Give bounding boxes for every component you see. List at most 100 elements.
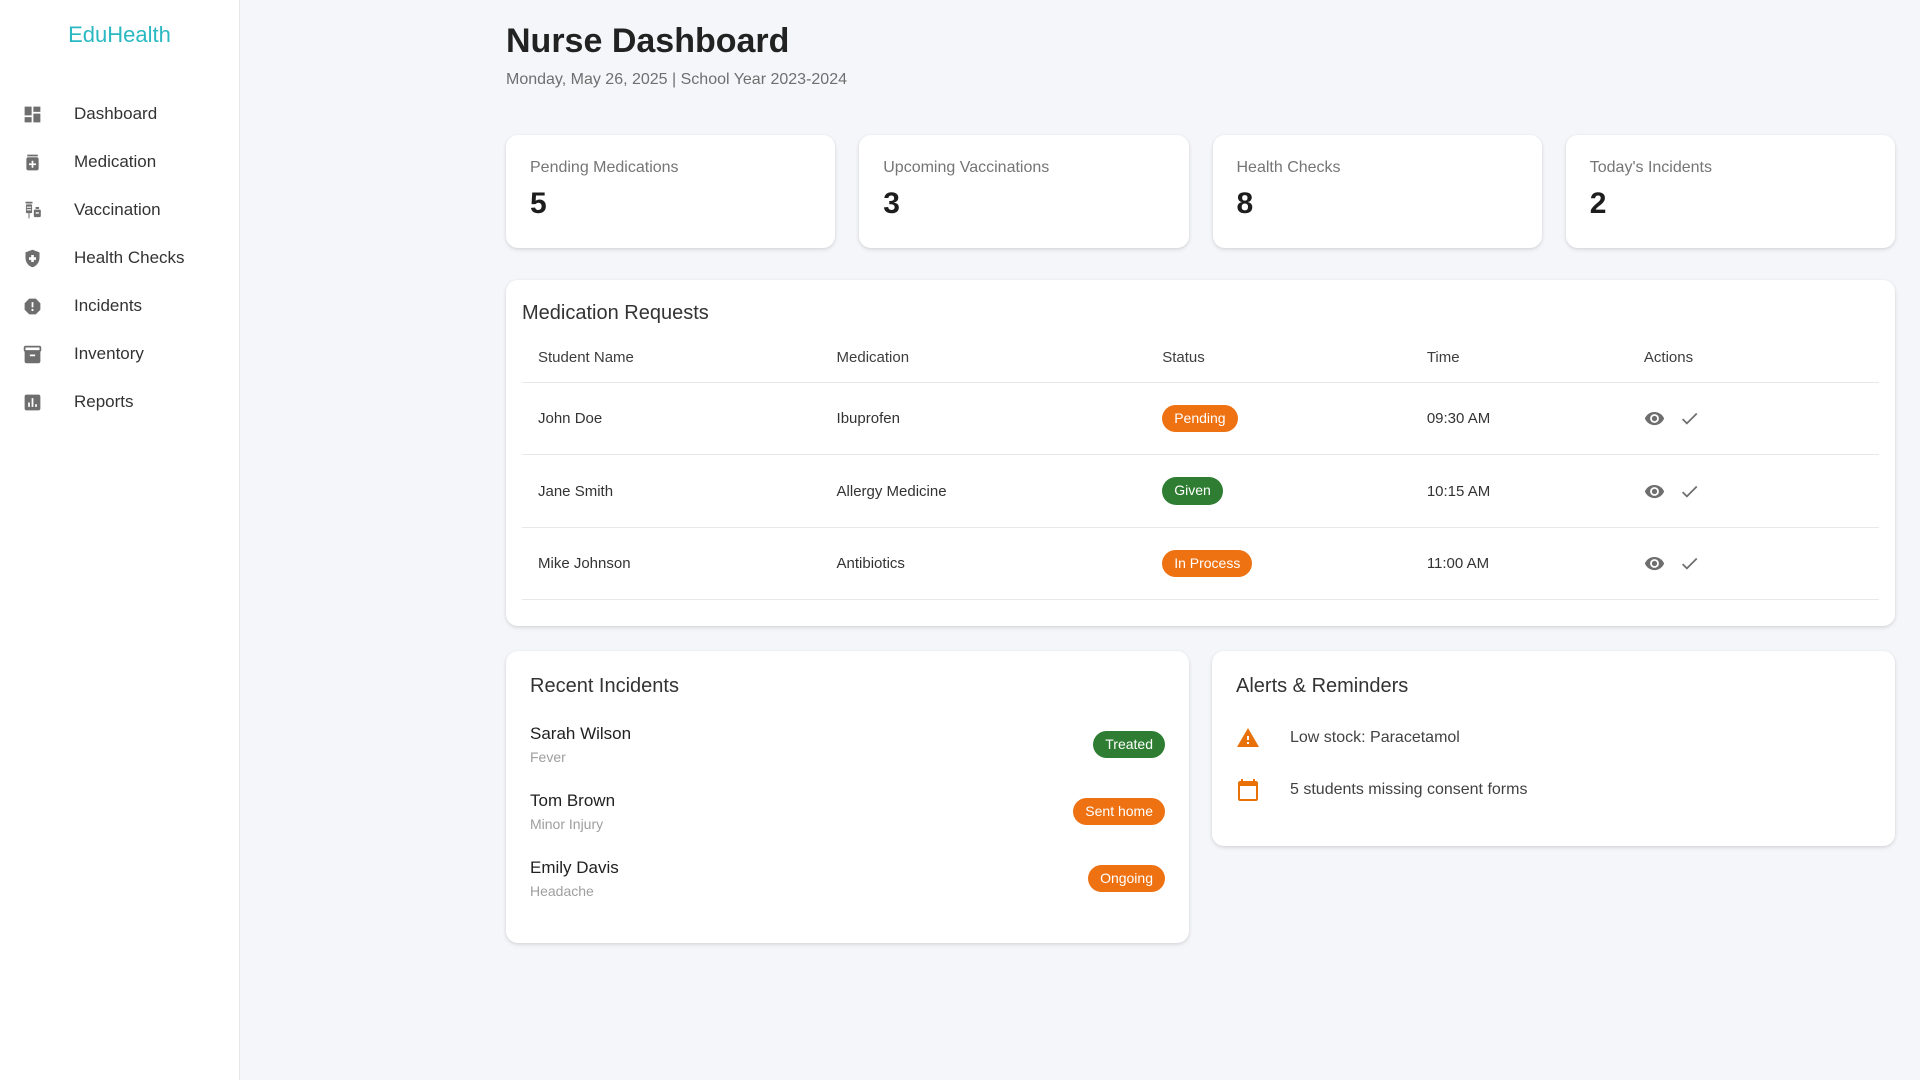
stat-card-health-checks: Health Checks 8 — [1212, 135, 1542, 248]
inventory-box-icon — [23, 345, 42, 363]
sidebar-item-label: Incidents — [74, 296, 143, 315]
incident-condition: Fever — [530, 749, 566, 766]
column-header-student-name: Student Name — [538, 349, 634, 366]
sidebar-item-label: Inventory — [74, 344, 144, 363]
table-bottom-spacer — [522, 599, 1879, 613]
sidebar-item-incidents[interactable]: Incidents — [0, 282, 239, 330]
check-icon — [1681, 485, 1698, 498]
view-button[interactable] — [1644, 408, 1665, 429]
sidebar-item-medication[interactable]: Medication — [0, 138, 239, 186]
list-item: 5 students missing consent forms — [1236, 778, 1871, 802]
sidebar-item-dashboard[interactable]: Dashboard — [0, 90, 239, 138]
table-row: John Doe Ibuprofen Pending 09:30 AM — [522, 381, 1879, 455]
view-button[interactable] — [1644, 553, 1665, 574]
recent-incidents-card: Recent Incidents Sarah Wilson Fever Trea… — [506, 651, 1189, 944]
column-header-actions: Actions — [1643, 349, 1694, 366]
column-header-time: Time — [1426, 349, 1460, 366]
stat-label: Pending Medications — [530, 159, 679, 176]
alert-text: 5 students missing consent forms — [1290, 781, 1528, 799]
sidebar-item-label: Dashboard — [74, 104, 158, 123]
mark-given-button[interactable] — [1679, 408, 1700, 429]
sidebar-item-reports[interactable]: Reports — [0, 378, 239, 426]
check-icon — [1681, 413, 1698, 425]
sidebar: EduHealth Dashboard Medication Vaccinati… — [0, 0, 240, 1080]
medication-requests-table: Student Name Medication Status Time Acti… — [522, 331, 1879, 613]
incident-student-name: Tom Brown — [530, 791, 616, 811]
sidebar-item-inventory[interactable]: Inventory — [0, 330, 239, 378]
app-logo: EduHealth — [68, 22, 171, 47]
vaccine-syringe-icon — [25, 201, 41, 218]
incident-status-badge: Ongoing — [1088, 864, 1165, 893]
incident-condition: Minor Injury — [530, 816, 604, 833]
table-header-row: Student Name Medication Status Time Acti… — [522, 331, 1879, 383]
column-header-medication: Medication — [836, 349, 910, 366]
stat-card-upcoming-vaccinations: Upcoming Vaccinations 3 — [859, 135, 1189, 248]
stat-label: Upcoming Vaccinations — [883, 159, 1050, 176]
sidebar-nav: Dashboard Medication Vaccination Health … — [0, 90, 239, 426]
sidebar-item-label: Reports — [74, 392, 134, 411]
cell-student-name: Mike Johnson — [522, 526, 821, 600]
medication-requests-card: Medication Requests Student Name Medicat… — [506, 280, 1895, 627]
sidebar-item-health-checks[interactable]: Health Checks — [0, 234, 239, 282]
view-button[interactable] — [1644, 481, 1665, 502]
stat-value: 3 — [883, 187, 900, 220]
eye-icon — [1644, 484, 1665, 498]
stats-row: Pending Medications 5 Upcoming Vaccinati… — [506, 135, 1895, 248]
cell-time: 11:00 AM — [1410, 526, 1628, 600]
status-badge: Given — [1162, 477, 1223, 505]
list-item: Low stock: Paracetamol — [1236, 726, 1871, 750]
status-badge: In Process — [1162, 549, 1253, 578]
incident-status-badge: Sent home — [1073, 797, 1165, 826]
stat-value: 5 — [530, 187, 547, 220]
cell-medication: Ibuprofen — [820, 381, 1147, 455]
main-content: Nurse Dashboard Monday, May 26, 2025 | S… — [506, 0, 1895, 944]
warning-icon — [1237, 728, 1259, 748]
list-item: Emily Davis Headache Ongoing — [530, 858, 1165, 899]
sidebar-item-label: Vaccination — [74, 200, 161, 219]
page-title: Nurse Dashboard — [506, 22, 790, 60]
recent-incidents-title: Recent Incidents — [530, 675, 679, 698]
table-row: Jane Smith Allergy Medicine Given 10:15 … — [522, 454, 1879, 528]
stat-value: 2 — [1589, 187, 1607, 220]
cell-time: 09:30 AM — [1410, 381, 1628, 455]
medication-icon — [26, 154, 39, 170]
list-item: Tom Brown Minor Injury Sent home — [530, 791, 1165, 832]
stat-card-todays-incidents: Today's Incidents 2 — [1565, 135, 1895, 248]
status-badge: Pending — [1162, 405, 1238, 433]
shield-plus-icon — [25, 249, 40, 267]
cell-student-name: Jane Smith — [522, 454, 821, 528]
sidebar-item-vaccination[interactable]: Vaccination — [0, 186, 239, 234]
incident-status-badge: Treated — [1093, 730, 1165, 759]
cell-medication: Antibiotics — [820, 526, 1147, 600]
stat-label: Today's Incidents — [1589, 159, 1712, 176]
alert-text: Low stock: Paracetamol — [1290, 729, 1460, 747]
cell-time: 10:15 AM — [1410, 454, 1628, 528]
stat-label: Health Checks — [1236, 159, 1341, 176]
incident-student-name: Sarah Wilson — [530, 724, 632, 744]
page-subtitle: Monday, May 26, 2025 | School Year 2023-… — [506, 71, 847, 88]
eye-icon — [1644, 556, 1665, 571]
column-header-status: Status — [1162, 349, 1205, 366]
cell-student-name: John Doe — [522, 381, 821, 455]
stat-card-pending-medications: Pending Medications 5 — [506, 135, 836, 248]
bottom-row: Recent Incidents Sarah Wilson Fever Trea… — [506, 651, 1895, 944]
alerts-title: Alerts & Reminders — [1236, 675, 1409, 698]
sidebar-item-label: Medication — [74, 152, 157, 171]
dashboard-icon — [24, 106, 41, 122]
mark-given-button[interactable] — [1679, 481, 1700, 502]
stat-value: 8 — [1236, 187, 1254, 220]
bar-chart-icon — [24, 394, 41, 410]
sidebar-item-label: Health Checks — [74, 248, 185, 267]
report-alert-icon — [24, 298, 41, 314]
incident-student-name: Emily Davis — [530, 858, 619, 878]
eye-icon — [1644, 412, 1665, 426]
cell-medication: Allergy Medicine — [820, 454, 1147, 528]
table-row: Mike Johnson Antibiotics In Process 11:0… — [522, 526, 1879, 600]
check-icon — [1681, 557, 1698, 570]
mark-given-button[interactable] — [1679, 553, 1700, 574]
list-item: Sarah Wilson Fever Treated — [530, 724, 1165, 765]
calendar-icon — [1238, 779, 1258, 802]
medication-requests-title: Medication Requests — [522, 302, 709, 324]
alerts-reminders-card: Alerts & Reminders Low stock: Paracetamo… — [1212, 651, 1895, 847]
incident-condition: Headache — [530, 883, 594, 900]
